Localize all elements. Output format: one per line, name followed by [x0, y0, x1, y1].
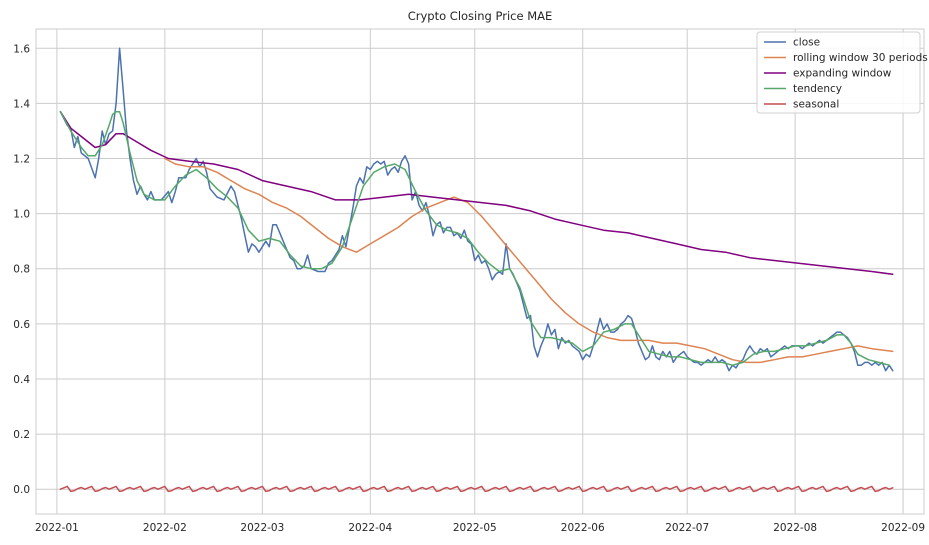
series-line-expanding-window — [59, 110, 894, 276]
y-tick-label: 1.0 — [13, 209, 30, 221]
x-axis: 2022-01 2022-02 2022-03 2022-04 2022-05 2022-… — [35, 522, 925, 534]
x-tick-label: 2022-01 — [35, 522, 79, 534]
y-tick-label: 0.8 — [13, 264, 30, 276]
x-tick-label: 2022-02 — [143, 522, 187, 534]
x-tick-label: 2022-06 — [561, 522, 605, 534]
x-tick-label: 2022-05 — [453, 522, 497, 534]
x-tick-label: 2022-09 — [881, 522, 925, 534]
series-layer — [59, 47, 894, 493]
legend-label: tendency — [793, 83, 842, 95]
x-tick-label: 2022-03 — [240, 522, 284, 534]
legend-label: close — [793, 37, 820, 49]
legend-box — [756, 31, 921, 114]
y-tick-label: 0.6 — [13, 319, 30, 331]
series-line-seasonal — [59, 485, 894, 493]
legend: close rolling window 30 periods expanding … — [756, 31, 928, 114]
x-tick-label: 2022-07 — [665, 522, 709, 534]
y-tick-label: 1.4 — [13, 98, 30, 110]
y-tick-label: 1.2 — [13, 154, 30, 166]
y-tick-label: 1.6 — [13, 43, 30, 55]
y-tick-label: 0.4 — [13, 374, 30, 386]
y-axis: 0.0 0.2 0.4 0.6 0.8 1.0 1.2 1.4 1.6 — [13, 43, 30, 496]
series-line-tendency — [59, 110, 890, 366]
y-tick-label: 0.2 — [13, 429, 30, 441]
legend-label: rolling window 30 periods — [793, 52, 928, 64]
x-tick-label: 2022-08 — [773, 522, 817, 534]
y-tick-label: 0.0 — [13, 484, 30, 496]
series-line-rolling-window-30-periods — [164, 157, 894, 364]
x-tick-label: 2022-04 — [348, 522, 392, 534]
legend-label: seasonal — [793, 99, 839, 111]
chart-title: Crypto Closing Price MAE — [408, 9, 553, 23]
legend-label: expanding window — [793, 68, 892, 80]
